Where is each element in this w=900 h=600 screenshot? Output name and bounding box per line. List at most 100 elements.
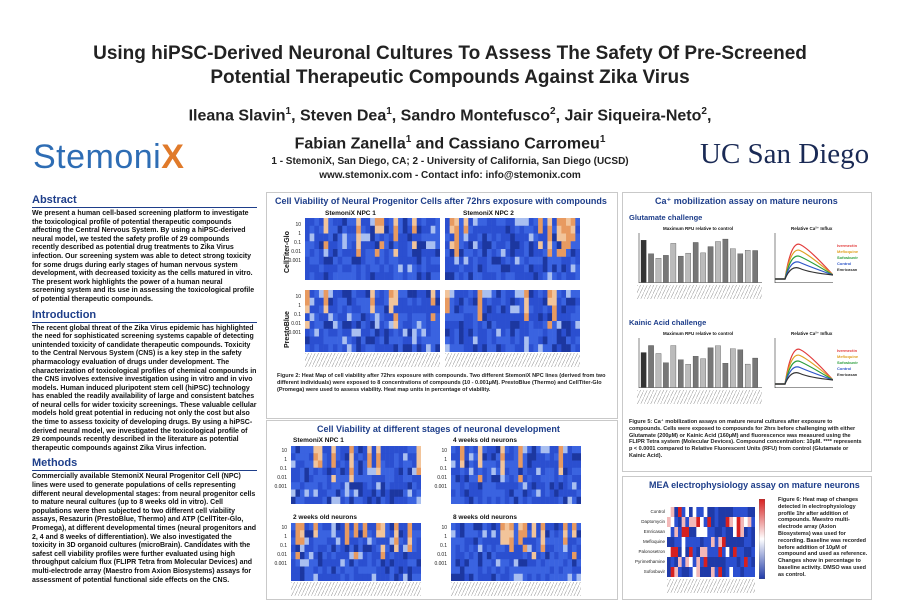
tick-label: 0.001	[288, 258, 301, 264]
ucsd-logo: UC San Diego	[700, 138, 870, 170]
author-name: Ileana Slavin	[188, 107, 286, 125]
npc2-label: StemoniX NPC 2	[463, 210, 514, 217]
bar-title: Maximum RFU relative to control	[663, 331, 734, 336]
mea-row-labels: Control Daptomycin Emricasan Mefloquine …	[625, 507, 665, 577]
tick-label: 10	[295, 294, 301, 300]
tick-label: 0.001	[288, 330, 301, 336]
compound-axis-labels	[451, 582, 581, 596]
heatmap-npc2-ctg	[445, 218, 580, 280]
curve-title: Relative Ca²⁺ Influx	[791, 226, 833, 231]
tick-label: 0.01	[291, 249, 301, 255]
logo-x: X	[161, 138, 185, 176]
npc1-label: StemoniX NPC 1	[325, 210, 376, 217]
legend-item: Ivermectin	[837, 243, 858, 248]
legend: Ivermectin Mefloquine Sofosbuvir Control…	[837, 348, 858, 378]
tick-label: 1	[284, 534, 287, 540]
tick-label: 1	[284, 457, 287, 463]
legend-item: Mefloquine	[837, 249, 859, 254]
heatmap-8wk	[451, 523, 581, 581]
compound-axis-labels	[445, 353, 580, 367]
left-column: Abstract We present a human cell-based s…	[32, 194, 257, 589]
introduction-text: The recent global threat of the Zika Vir…	[32, 324, 257, 452]
title-line-1: Using hiPSC-Derived Neuronal Cultures To…	[93, 43, 807, 64]
tick-label: 0.001	[274, 561, 287, 567]
stages-viability-panel: Cell Viability at different stages of ne…	[266, 420, 618, 600]
glutamate-curve-chart	[773, 233, 834, 288]
mea-heatmap	[667, 507, 755, 577]
legend-item: Ivermectin	[837, 348, 858, 353]
stage-label: 4 weeks old neurons	[453, 437, 517, 444]
mea-row-label: Pyrimethamine	[634, 559, 665, 564]
tick-label: 1	[444, 534, 447, 540]
author-name: , Sandro Montefusco	[391, 107, 551, 125]
legend-item: Emricasan	[837, 267, 858, 272]
legend-item: Sofosbuvir	[837, 255, 858, 260]
legend-item: Control	[837, 366, 852, 371]
heatmap-2wk	[291, 523, 421, 581]
methods-text: Commercially available StemoniX Neural P…	[32, 473, 257, 584]
heatmap-npc1-pb	[305, 290, 440, 352]
stage-label: 8 weeks old neurons	[453, 514, 517, 521]
legend-item: Control	[837, 261, 852, 266]
mea-row-label: Palonosetron	[638, 549, 665, 554]
tick-label: 1	[444, 457, 447, 463]
affiliation-line-1: 1 - StemoniX, San Diego, CA; 2 - Univers…	[271, 156, 629, 167]
tick-label: 10	[281, 448, 287, 454]
heatmap-npc2-pb	[445, 290, 580, 352]
tick-label: 0.1	[440, 543, 447, 549]
author-affil: 1	[599, 134, 606, 146]
tick-label: 0.001	[434, 484, 447, 490]
authors-line-1: Ileana Slavin1, Steven Dea1, Sandro Mont…	[100, 100, 800, 128]
tick-label: 0.01	[277, 475, 287, 481]
authors-line-2: Fabian Zanella1 and Cassiano Carromeu1	[100, 128, 800, 156]
author-affil: 1	[285, 106, 292, 117]
stage-label: 2 weeks old neurons	[293, 514, 357, 521]
tick-labels: 10 1 0.1 0.01 0.001	[273, 447, 287, 492]
legend: Ivermectin Mefloquine Sofosbuvir Control…	[837, 243, 858, 273]
affiliations: 1 - StemoniX, San Diego, CA; 2 - Univers…	[230, 155, 670, 183]
mea-row-label: Emricasan	[643, 529, 665, 534]
compound-axis-labels	[291, 582, 421, 596]
divider	[32, 321, 257, 323]
tick-labels: 10 1 0.1 0.01 0.001	[433, 447, 447, 492]
heatmap-4wk	[451, 446, 581, 504]
mea-row-label: Sofosbuvir	[643, 569, 665, 574]
curve-title: Relative Ca²⁺ Influx	[791, 331, 833, 336]
tick-labels: 10 1 0.1 0.01 0.001	[287, 221, 301, 266]
mea-row-label: Control	[650, 509, 665, 514]
tick-label: 1	[298, 231, 301, 237]
panel-heading: Cell Viability at different stages of ne…	[317, 424, 560, 434]
divider	[32, 207, 257, 208]
ca-mobilization-panel: Ca⁺ mobilization assay on mature neurons…	[622, 192, 872, 472]
mea-row-label: Mefloquine	[642, 539, 665, 544]
poster-title: Using hiPSC-Derived Neuronal Cultures To…	[40, 42, 860, 90]
author-name: Fabian Zanella	[294, 135, 406, 153]
author-name: and Cassiano Carromeu	[411, 135, 600, 153]
author-name: , Steven Dea	[291, 107, 387, 125]
author-affil: 2	[550, 106, 556, 117]
title-line-2: Potential Therapeutic Compounds Against …	[210, 67, 690, 88]
tick-labels: 10 1 0.1 0.01 0.001	[273, 524, 287, 569]
author-affil: 1	[386, 106, 392, 117]
affiliation-line-2: www.stemonix.com - Contact info: info@st…	[319, 170, 581, 181]
stage-label: StemoniX NPC 1	[293, 437, 344, 444]
tick-label: 0.1	[294, 240, 301, 246]
tick-label: 1	[298, 303, 301, 309]
tick-label: 0.1	[440, 466, 447, 472]
figure-2-caption: Figure 2: Heat Map of cell viability aft…	[277, 373, 606, 393]
tick-label: 10	[295, 222, 301, 228]
kainic-heading: Kainic Acid challenge	[629, 318, 707, 327]
legend-item: Emricasan	[837, 372, 858, 377]
compound-axis-labels	[637, 285, 762, 299]
abstract-heading: Abstract	[32, 194, 77, 206]
mea-row-label: Daptomycin	[641, 519, 665, 524]
mea-panel: MEA electrophysiology assay on mature ne…	[622, 476, 872, 600]
tick-label: 0.001	[274, 484, 287, 490]
tick-label: 0.01	[437, 552, 447, 558]
tick-label: 0.1	[280, 466, 287, 472]
glutamate-heading: Glutamate challenge	[629, 213, 703, 222]
author-affil: 1	[405, 134, 412, 146]
heatmap-npc1-ctg	[305, 218, 440, 280]
tick-label: 10	[441, 525, 447, 531]
author-sep: ,	[706, 107, 712, 125]
